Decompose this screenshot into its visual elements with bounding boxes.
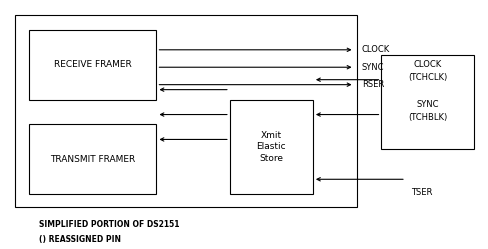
- Text: RSER: RSER: [361, 80, 384, 89]
- Text: SIMPLIFIED PORTION OF DS2151: SIMPLIFIED PORTION OF DS2151: [39, 220, 179, 229]
- Text: TSER: TSER: [410, 188, 431, 197]
- Text: RECEIVE FRAMER: RECEIVE FRAMER: [54, 60, 131, 69]
- Text: SYNC: SYNC: [416, 100, 438, 109]
- Text: CLOCK: CLOCK: [361, 45, 389, 54]
- Text: (TCHBLK): (TCHBLK): [407, 113, 447, 122]
- Text: (TCHCLK): (TCHCLK): [407, 73, 447, 82]
- Text: CLOCK: CLOCK: [413, 60, 441, 69]
- Bar: [29, 30, 156, 100]
- Bar: [29, 124, 156, 194]
- Text: Xmit
Elastic
Store: Xmit Elastic Store: [256, 131, 285, 163]
- Bar: [15, 15, 356, 207]
- Bar: [229, 100, 312, 194]
- Text: TRANSMIT FRAMER: TRANSMIT FRAMER: [50, 155, 135, 164]
- Bar: [381, 55, 473, 149]
- Text: SYNC: SYNC: [361, 63, 384, 72]
- Text: () REASSIGNED PIN: () REASSIGNED PIN: [39, 235, 121, 244]
